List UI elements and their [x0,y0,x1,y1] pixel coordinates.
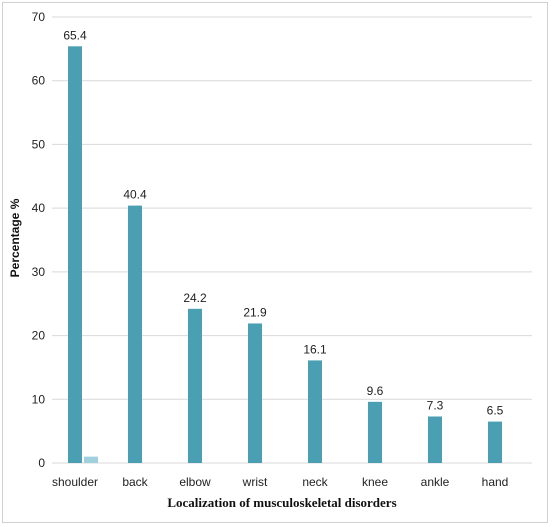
data-label-knee: 9.6 [367,384,384,398]
secondary-bar-shoulder [84,456,98,463]
y-tick-label: 0 [38,456,45,470]
y-tick-label: 40 [32,201,46,215]
data-label-elbow: 24.2 [183,291,207,305]
data-label-wrist: 21.9 [243,305,267,319]
y-tick-label: 70 [32,10,46,24]
bar-elbow [188,308,202,463]
y-tick-label: 30 [32,265,46,279]
y-axis-title: Percentage % [8,198,22,277]
x-tick-label-back: back [122,475,148,489]
bar-ankle [428,416,442,463]
bar-wrist [248,323,262,463]
data-label-neck: 16.1 [303,342,327,356]
chart-frame [2,2,548,523]
x-tick-label-knee: knee [362,475,388,489]
bar-shoulder [68,46,82,464]
bar-hand [488,421,502,463]
x-tick-label-ankle: ankle [421,475,450,489]
data-labels: 65.4 40.4 24.2 21.9 16.1 9.6 7.3 6.5 [63,28,503,417]
bar-neck [308,360,322,463]
x-tick-label-elbow: elbow [179,475,211,489]
bars [68,46,502,464]
data-label-ankle: 7.3 [427,398,444,412]
x-tick-label-shoulder: shoulder [52,475,98,489]
x-tick-label-wrist: wrist [242,475,268,489]
y-tick-label: 50 [32,137,46,151]
y-tick-label: 20 [32,329,46,343]
data-label-shoulder: 65.4 [63,28,87,42]
x-tick-labels: shoulder back elbow wrist neck knee ankle hand [52,475,508,489]
bar-knee [368,401,382,463]
y-tick-labels: 0 10 20 30 40 50 60 70 [32,10,46,470]
y-tick-label: 60 [32,74,46,88]
gridlines [52,16,532,464]
bar-back [128,205,142,463]
x-tick-label-hand: hand [482,475,509,489]
y-tick-label: 10 [32,392,46,406]
data-label-hand: 6.5 [487,404,504,418]
x-tick-label-neck: neck [302,475,328,489]
data-label-back: 40.4 [123,188,147,202]
x-axis-title: Localization of musculoskeletal disorder… [167,495,396,510]
